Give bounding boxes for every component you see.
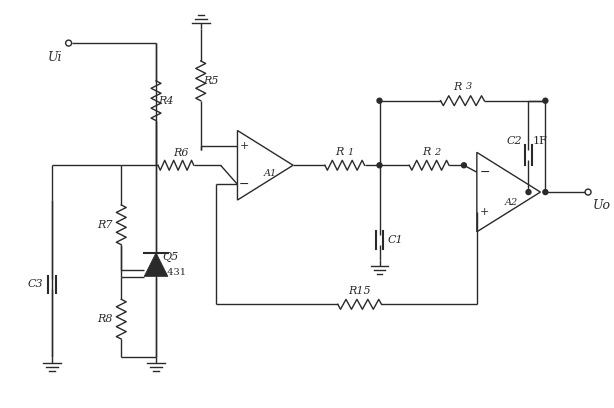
Text: +: +: [480, 207, 489, 217]
Text: −: −: [480, 166, 490, 179]
Text: A2: A2: [505, 197, 518, 206]
Circle shape: [377, 163, 382, 168]
Text: 1: 1: [348, 148, 354, 157]
Text: Ui: Ui: [47, 51, 62, 64]
Text: R6: R6: [173, 149, 188, 158]
Text: Q5: Q5: [163, 252, 179, 262]
Text: C3: C3: [28, 279, 44, 289]
Text: R: R: [453, 82, 462, 92]
Text: 1F: 1F: [533, 136, 548, 146]
Text: −: −: [239, 178, 250, 191]
Text: R5: R5: [203, 76, 219, 86]
Polygon shape: [144, 253, 168, 277]
Text: R: R: [422, 147, 430, 157]
Circle shape: [585, 189, 591, 195]
Text: TL431: TL431: [155, 268, 187, 277]
Text: C2: C2: [507, 136, 523, 146]
Circle shape: [526, 190, 531, 195]
Circle shape: [462, 163, 467, 168]
Text: +: +: [239, 141, 249, 151]
Text: R: R: [336, 147, 344, 157]
Text: Uo: Uo: [593, 200, 611, 213]
Text: 2: 2: [434, 148, 440, 157]
Text: R15: R15: [348, 286, 371, 296]
Text: A1: A1: [263, 169, 277, 178]
Text: R8: R8: [98, 314, 113, 324]
Text: R7: R7: [98, 220, 113, 230]
Circle shape: [543, 190, 548, 195]
Circle shape: [377, 98, 382, 103]
Text: C1: C1: [387, 235, 403, 245]
Text: 3: 3: [465, 82, 472, 91]
Circle shape: [66, 40, 72, 46]
Circle shape: [543, 98, 548, 103]
Text: R4: R4: [158, 96, 174, 106]
